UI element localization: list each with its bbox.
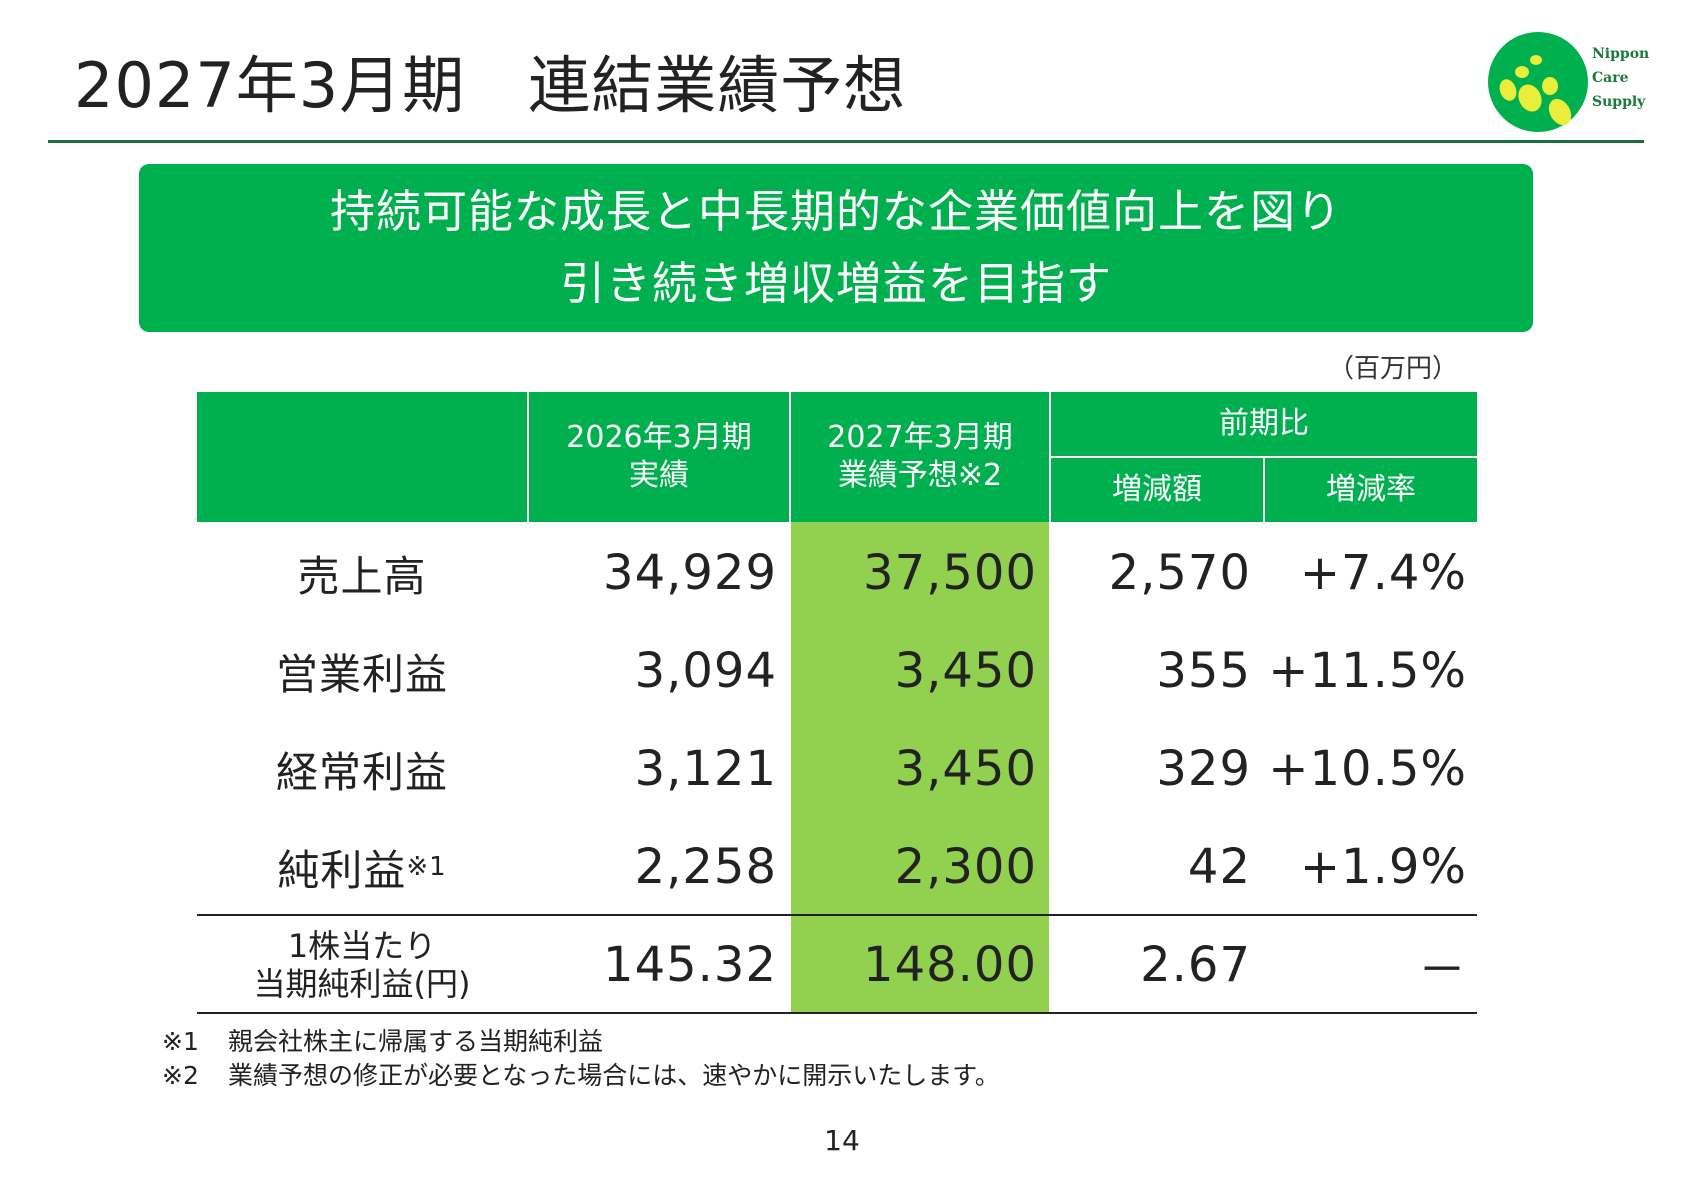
eps-rate: － <box>1417 942 1467 998</box>
sales-rate: +7.4% <box>1299 545 1467 601</box>
sales-actual: 34,929 <box>603 545 777 601</box>
row-label-text: 純利益 <box>277 845 407 895</box>
forecast-highlight <box>791 522 1049 1012</box>
header-blank <box>197 392 527 522</box>
header-rate: 増減率 <box>1265 458 1477 522</box>
header-forecast: 2027年3月期 業績予想※2 <box>791 392 1049 522</box>
eps-diff: 2.67 <box>1140 937 1251 993</box>
footnote-2-text: 業績予想の修正が必要となった場合には、速やかに開示いたします。 <box>228 1061 1000 1090</box>
row-label-operating-profit: 営業利益 <box>197 624 527 718</box>
header-diff: 増減額 <box>1051 458 1263 522</box>
footnote-1-mark: ※1 <box>162 1027 199 1056</box>
row-label-net-income: 純利益 ※1 <box>197 820 527 914</box>
header-actual-kind: 実績 <box>629 458 689 493</box>
row-label-text: 経常利益 <box>275 747 448 797</box>
footnote-1-text: 親会社株主に帰属する当期純利益 <box>228 1027 604 1056</box>
row-label-ordinary-profit: 経常利益 <box>197 722 527 816</box>
sales-forecast: 37,500 <box>863 545 1037 601</box>
footnote-1: ※1 親会社株主に帰属する当期純利益 <box>162 1026 603 1058</box>
title-divider <box>48 140 1644 143</box>
net-income-rate: +1.9% <box>1299 839 1467 895</box>
row-label-sales: 売上高 <box>197 526 527 620</box>
logo-wordmark: Nippon Care Supply <box>1592 42 1672 114</box>
row-label-text: 売上高 <box>297 551 427 601</box>
header-actual-year: 2026年3月期 <box>566 420 752 455</box>
net-income-forecast: 2,300 <box>894 839 1037 895</box>
banner-line-2: 引き続き増収増益を目指す <box>559 257 1112 310</box>
header-forecast-kind: 業績予想※2 <box>837 458 1003 493</box>
logo-line-2: Care <box>1592 70 1629 86</box>
page-title: 2027年3月期 連結業績予想 <box>74 49 907 122</box>
eps-actual: 145.32 <box>603 937 777 993</box>
page-number: 14 <box>824 1124 860 1157</box>
footnote-2-mark: ※2 <box>162 1061 199 1090</box>
header-compare: 前期比 <box>1051 392 1477 456</box>
header-forecast-year: 2027年3月期 <box>827 420 1013 455</box>
eps-label-line-2: 当期純利益(円) <box>253 965 471 1003</box>
logo-line-1: Nippon <box>1592 46 1650 62</box>
net-income-actual: 2,258 <box>634 839 777 895</box>
operating-profit-diff: 355 <box>1156 643 1251 699</box>
row-label-text: 営業利益 <box>275 649 448 699</box>
sales-diff: 2,570 <box>1108 545 1251 601</box>
header-actual: 2026年3月期 実績 <box>529 392 789 522</box>
ordinary-profit-rate: +10.5% <box>1268 741 1467 797</box>
message-banner: 持続可能な成長と中長期的な企業価値向上を図り 引き続き増収増益を目指す <box>139 164 1533 332</box>
eps-forecast: 148.00 <box>863 937 1037 993</box>
footnote-2: ※2 業績予想の修正が必要となった場合には、速やかに開示いたします。 <box>162 1060 1000 1092</box>
eps-label-line-1: 1株当たり <box>287 927 437 965</box>
row-label-eps: 1株当たり 当期純利益(円) <box>197 918 527 1012</box>
eps-divider <box>197 914 1477 916</box>
net-income-note-mark: ※1 <box>406 852 447 882</box>
unit-label: （百万円） <box>1328 354 1459 384</box>
company-logo <box>1488 32 1588 132</box>
table-bottom-rule <box>197 1012 1477 1014</box>
ordinary-profit-diff: 329 <box>1156 741 1251 797</box>
ordinary-profit-actual: 3,121 <box>634 741 777 797</box>
banner-line-1: 持続可能な成長と中長期的な企業価値向上を図り <box>329 185 1342 238</box>
ordinary-profit-forecast: 3,450 <box>894 741 1037 797</box>
operating-profit-forecast: 3,450 <box>894 643 1037 699</box>
net-income-diff: 42 <box>1187 839 1251 895</box>
operating-profit-actual: 3,094 <box>634 643 777 699</box>
operating-profit-rate: +11.5% <box>1268 643 1467 699</box>
logo-line-3: Supply <box>1592 94 1646 110</box>
